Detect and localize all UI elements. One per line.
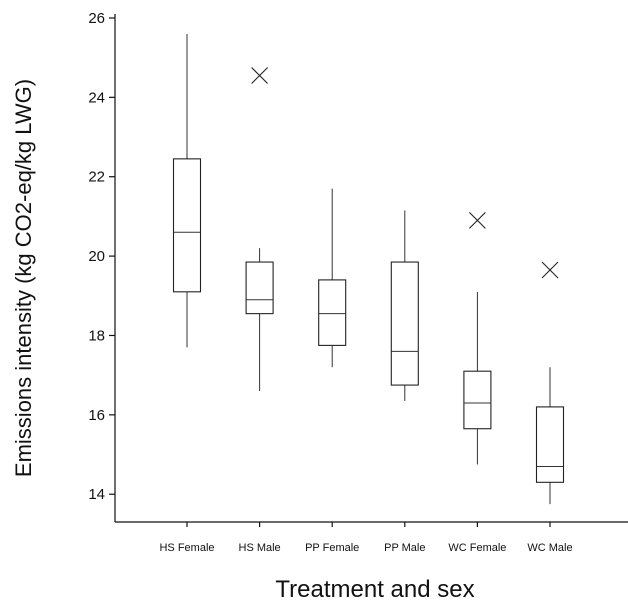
outlier-marker [541,261,559,279]
box-hs-female [172,33,202,348]
y-axis-title: Emissions intensity (kg CO2-eq/kg LWG) [11,78,36,478]
ticks: 14 16 18 20 22 24 26 HS Female HS Male PP Female P… [88,10,572,554]
box-iqr [535,406,565,483]
y-tick-label: 18 [88,327,105,344]
y-tick-label: 16 [88,407,105,424]
y-tick-label: 24 [88,89,105,106]
box-wc-female [463,211,492,465]
axes [114,14,628,523]
box-iqr [390,261,419,386]
boxes [172,33,565,505]
y-axis-title-container: Emissions intensity (kg CO2-eq/kg LWG) [4,8,44,548]
y-tick-label: 26 [88,10,105,27]
outlier-stroke [469,211,486,229]
outlier-marker [251,67,268,84]
x-tick-label: WC Male [527,542,572,554]
x-tick-label: HS Female [159,542,214,554]
y-tick-label: 14 [88,486,105,503]
y-tick-label: 20 [88,248,105,265]
y-tick-label: 22 [88,169,105,186]
outlier-marker [469,211,486,229]
x-tick-label: PP Female [305,542,359,554]
x-tick-label: HS Male [239,542,281,554]
box-pp-male [390,210,419,401]
x-axis-title: Treatment and sex [275,576,475,603]
box-iqr [245,261,274,315]
x-tick-label: PP Male [384,542,425,554]
box-iqr [172,158,202,293]
x-tick-label: WC Female [448,542,506,554]
box-iqr [318,279,347,346]
box-wc-male [535,261,565,505]
box-pp-female [318,188,347,368]
box-iqr [463,370,492,430]
outlier-stroke [251,67,268,84]
box-hs-male [245,67,274,392]
outlier-stroke [541,261,559,279]
